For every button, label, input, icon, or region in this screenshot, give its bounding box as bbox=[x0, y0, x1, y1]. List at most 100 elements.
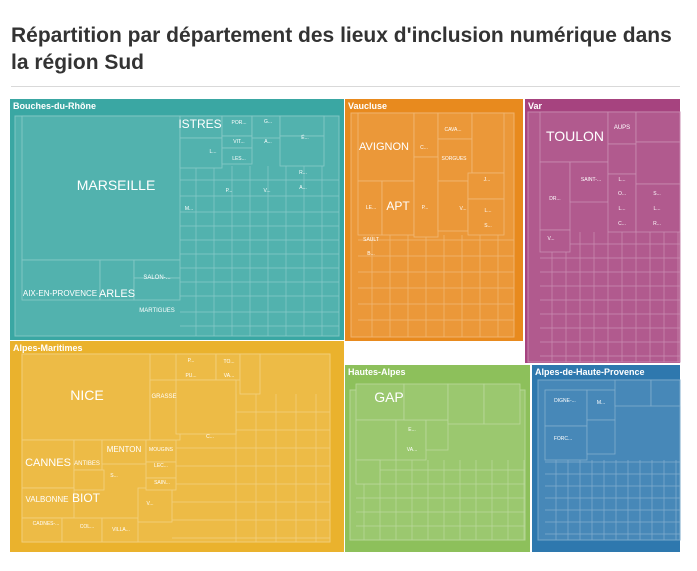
city-cell[interactable] bbox=[21, 517, 63, 543]
city-label: COL... bbox=[80, 524, 94, 530]
city-label: C... bbox=[420, 145, 428, 151]
city-cell[interactable] bbox=[467, 172, 505, 200]
dept-vaucluse: Vaucluse AVIGNON APT CAVA... C... SORGUES J...… bbox=[345, 99, 523, 341]
dept-alpes-maritimes: Alpes-Maritimes NICE CANNES BIOT MENTON VALBO… bbox=[10, 341, 344, 552]
city-cell[interactable] bbox=[614, 379, 652, 407]
city-label: VALBONNE bbox=[26, 495, 69, 504]
city-label: L... bbox=[210, 149, 217, 155]
city-label: GRASSE bbox=[151, 394, 176, 400]
city-cell[interactable] bbox=[21, 487, 75, 519]
city-cell[interactable] bbox=[403, 383, 449, 421]
city-label: NICE bbox=[70, 387, 103, 403]
city-label: VA... bbox=[407, 447, 417, 453]
city-label: BIOT bbox=[72, 491, 101, 505]
chart-title: Répartition par département des lieux d'… bbox=[11, 24, 672, 74]
city-cell[interactable] bbox=[221, 147, 253, 165]
city-label: GAP bbox=[374, 389, 404, 405]
city-cell[interactable] bbox=[279, 115, 325, 137]
city-cell[interactable] bbox=[467, 198, 505, 236]
city-cell[interactable] bbox=[357, 180, 383, 236]
city-cell[interactable] bbox=[586, 419, 616, 455]
dept-label: Hautes-Alpes bbox=[348, 367, 406, 377]
city-cell[interactable] bbox=[355, 419, 397, 461]
city-cell[interactable] bbox=[101, 517, 139, 543]
city-cell[interactable] bbox=[607, 173, 637, 233]
city-label: C... bbox=[618, 221, 626, 227]
city-cell[interactable] bbox=[413, 156, 439, 238]
city-cell[interactable] bbox=[483, 383, 521, 425]
city-label: VA... bbox=[224, 373, 234, 379]
city-cell[interactable] bbox=[149, 379, 181, 441]
city-cell[interactable] bbox=[357, 112, 415, 182]
city-label: TOULON bbox=[546, 128, 604, 144]
city-label: M... bbox=[597, 400, 605, 406]
city-cell[interactable] bbox=[99, 259, 135, 301]
city-cell[interactable] bbox=[395, 419, 427, 461]
city-cell[interactable] bbox=[175, 379, 237, 435]
dept-var: Var TOULON AUPS SAINT-... L... DR... O... S... L… bbox=[525, 99, 681, 363]
city-cell[interactable] bbox=[471, 112, 505, 174]
city-label: M... bbox=[185, 206, 193, 212]
city-label: MOUGINS bbox=[149, 447, 174, 453]
city-cell[interactable] bbox=[539, 111, 609, 163]
city-cell[interactable] bbox=[635, 183, 681, 233]
city-cell[interactable] bbox=[61, 517, 103, 543]
city-cell[interactable] bbox=[279, 135, 325, 167]
city-label: TO... bbox=[223, 359, 234, 365]
city-label: POR... bbox=[231, 120, 246, 126]
city-cell[interactable] bbox=[175, 353, 217, 381]
city-cell[interactable] bbox=[73, 439, 103, 471]
city-cell[interactable] bbox=[635, 111, 681, 143]
city-cell[interactable] bbox=[221, 115, 253, 137]
city-cell[interactable] bbox=[145, 477, 177, 491]
city-cell[interactable] bbox=[73, 469, 105, 491]
city-cell[interactable] bbox=[635, 141, 681, 185]
city-label: S... bbox=[110, 473, 118, 479]
city-cell[interactable] bbox=[447, 383, 485, 425]
city-cell[interactable] bbox=[101, 439, 147, 465]
city-cell[interactable] bbox=[437, 112, 473, 140]
city-cell[interactable] bbox=[425, 419, 449, 451]
city-label: APT bbox=[386, 199, 410, 213]
city-cell[interactable] bbox=[544, 389, 588, 427]
city-cell[interactable] bbox=[381, 180, 415, 236]
city-cell[interactable] bbox=[179, 137, 223, 169]
city-label: ANTIBES bbox=[74, 461, 100, 467]
city-cell[interactable] bbox=[355, 459, 381, 485]
city-label: A... bbox=[264, 139, 272, 145]
city-cell[interactable] bbox=[21, 115, 181, 261]
city-cell[interactable] bbox=[539, 229, 571, 253]
city-label: P... bbox=[188, 358, 195, 364]
city-label: L... bbox=[619, 206, 626, 212]
dept-label: Vaucluse bbox=[348, 101, 387, 111]
dept-bouches-du-rhone: Bouches-du-Rhône MARSEILLE ISTRES AIX-EN-PR… bbox=[10, 99, 344, 340]
city-cell[interactable] bbox=[137, 487, 173, 523]
city-label: PU... bbox=[185, 373, 196, 379]
city-label: ARLES bbox=[99, 288, 135, 300]
city-label: SORGUES bbox=[441, 156, 467, 162]
city-cell[interactable] bbox=[650, 379, 681, 407]
dept-label: Var bbox=[528, 101, 543, 111]
city-cell[interactable] bbox=[133, 277, 181, 301]
city-label: LES... bbox=[232, 156, 246, 162]
dept-label: Alpes-de-Haute-Provence bbox=[535, 367, 645, 377]
city-cell[interactable] bbox=[21, 353, 151, 441]
city-label: J... bbox=[484, 177, 491, 183]
city-label: AUPS bbox=[614, 125, 630, 131]
city-label: LE... bbox=[366, 205, 376, 211]
city-cell[interactable] bbox=[239, 353, 261, 395]
city-cell[interactable] bbox=[607, 111, 637, 145]
city-label: R... bbox=[653, 221, 661, 227]
city-cell[interactable] bbox=[437, 180, 469, 232]
city-label: V... bbox=[459, 206, 466, 212]
city-label: DIGNE-... bbox=[554, 398, 576, 404]
city-label: P... bbox=[422, 205, 429, 211]
city-cell[interactable] bbox=[607, 143, 637, 175]
city-label: B... bbox=[367, 251, 375, 257]
city-cell[interactable] bbox=[569, 161, 609, 203]
city-label: MARSEILLE bbox=[77, 177, 156, 193]
city-cell[interactable] bbox=[544, 425, 588, 461]
city-label: E... bbox=[408, 427, 416, 433]
dept-alpes-de-haute-provence: Alpes-de-Haute-Provence DIGNE-... M... FORC… bbox=[532, 365, 681, 552]
city-cell[interactable] bbox=[355, 383, 405, 421]
